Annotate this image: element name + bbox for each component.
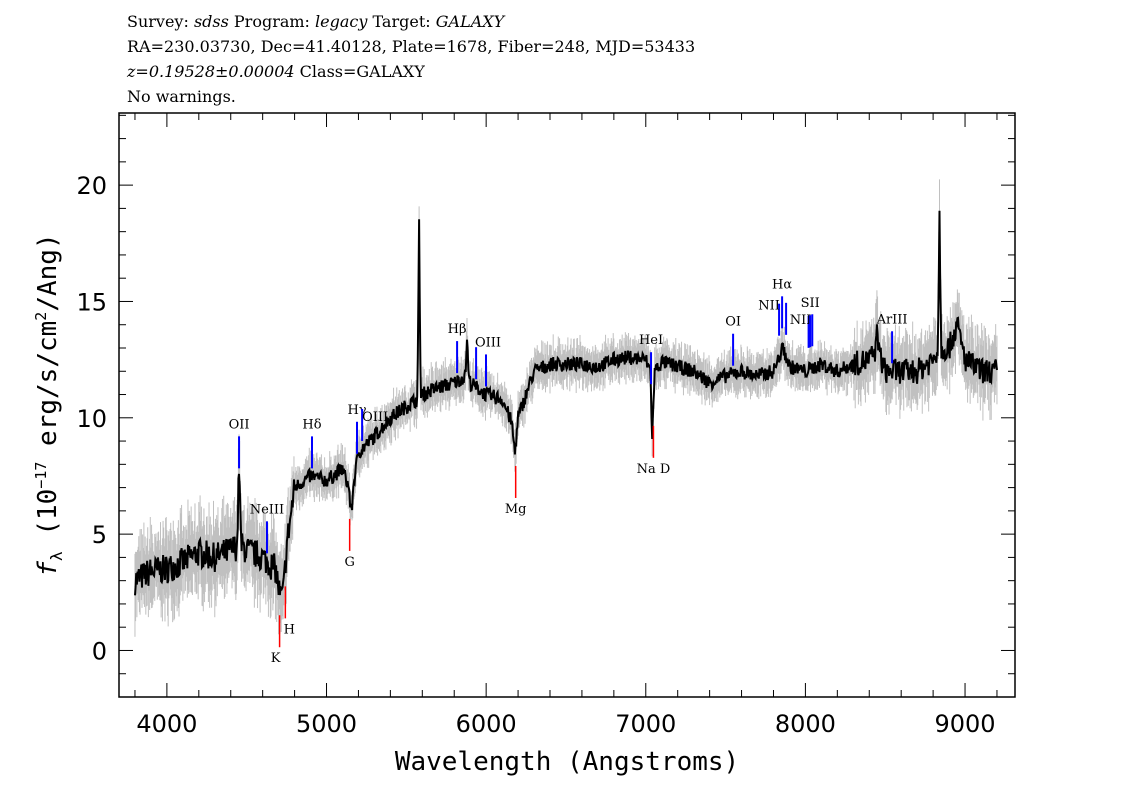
- target-value: GALAXY: [435, 12, 505, 31]
- class-value: Class=GALAXY: [294, 62, 425, 81]
- survey-label: Survey:: [127, 12, 194, 31]
- y-tick-label: 5: [92, 521, 107, 549]
- line-label: Hα: [772, 277, 792, 292]
- x-tick-label: 6000: [456, 710, 517, 738]
- x-tick-label: 8000: [775, 710, 836, 738]
- survey-value: sdss: [193, 12, 229, 31]
- x-axis-label: Wavelength (Angstroms): [395, 747, 739, 777]
- header-line-redshift: z=0.19528±0.00004 Class=GALAXY: [127, 62, 425, 82]
- error-band: [134, 179, 998, 637]
- x-tick-label: 9000: [934, 710, 995, 738]
- y-label-exp: −17: [32, 462, 50, 489]
- program-value: legacy: [315, 12, 368, 31]
- plot-frame: [118, 112, 1016, 698]
- y-label-exp2: 2: [32, 312, 50, 321]
- x-tick-label: 5000: [296, 710, 357, 738]
- y-label-mid: erg/s/cm: [33, 321, 63, 462]
- line-label: H: [284, 622, 295, 637]
- target-label: Target:: [367, 12, 436, 31]
- line-label: OI: [725, 315, 741, 330]
- header-line-survey: Survey: sdss Program: legacy Target: GAL…: [127, 12, 504, 32]
- line-label: G: [344, 555, 354, 570]
- line-label: SII: [801, 296, 820, 311]
- y-tick-label: 10: [76, 405, 107, 433]
- line-label: Na D: [637, 462, 671, 477]
- line-label: K: [271, 651, 281, 666]
- header-line-coords: RA=230.03730, Dec=41.40128, Plate=1678, …: [127, 37, 696, 56]
- y-label-sub: λ: [47, 551, 66, 561]
- line-label: NII: [790, 313, 812, 328]
- line-label: ArIII: [876, 312, 908, 327]
- axis-ticks: 4000 5000 6000 7000 8000 9000 0 5 10 15 20: [76, 113, 1015, 738]
- y-label-f: f: [33, 561, 63, 577]
- line-label: Mg: [505, 502, 527, 517]
- y-label-post: /Ang): [33, 233, 63, 311]
- line-label: Hβ: [448, 322, 467, 337]
- redshift-value: z=0.19528±0.00004: [127, 62, 295, 81]
- line-label: NeIII: [250, 502, 284, 517]
- y-axis-label: fλ (10−17 erg/s/cm2/Ang): [32, 233, 66, 576]
- y-tick-label: 0: [92, 637, 107, 665]
- line-label: Hδ: [302, 417, 321, 432]
- y-tick-label: 20: [76, 172, 107, 200]
- program-label: Program:: [228, 12, 316, 31]
- line-label: HeI: [639, 333, 663, 348]
- y-label-pre: (10: [33, 489, 63, 552]
- x-tick-label: 4000: [136, 710, 197, 738]
- line-label: NII: [758, 299, 780, 314]
- y-tick-label: 15: [76, 288, 107, 316]
- line-label: OIII: [362, 410, 388, 425]
- header-line-warnings: No warnings.: [127, 87, 236, 106]
- spectrum-line: [134, 210, 998, 596]
- line-label: OII: [229, 417, 250, 432]
- x-tick-label: 7000: [615, 710, 676, 738]
- line-label: OIII: [475, 335, 501, 350]
